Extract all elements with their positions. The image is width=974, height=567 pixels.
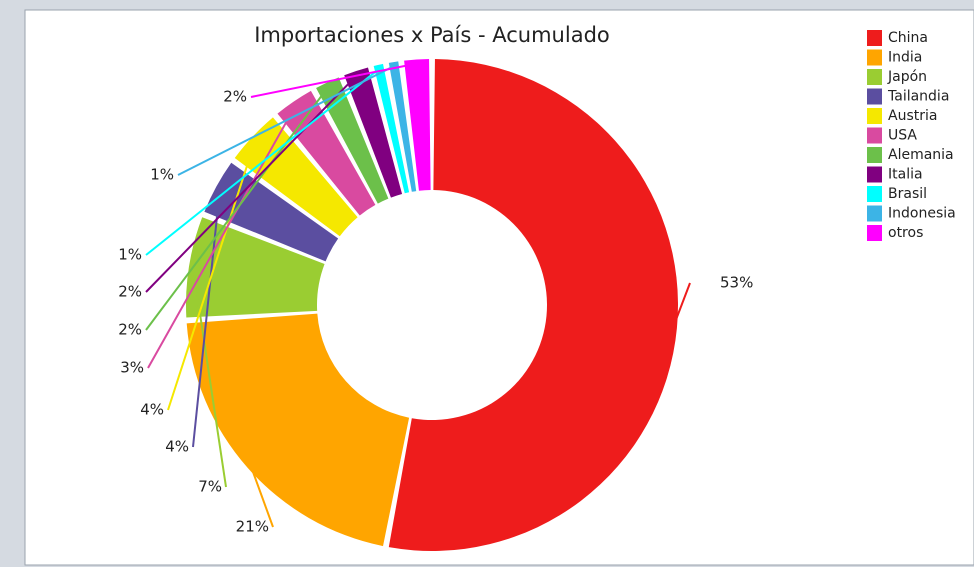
legend-swatch (867, 127, 882, 144)
leader-line (167, 139, 257, 411)
pie-slice (186, 313, 410, 547)
pie-slice (234, 117, 358, 237)
pie-slice (316, 77, 389, 204)
legend-swatch (867, 205, 882, 222)
pie-slice (388, 61, 417, 192)
leader-line (147, 104, 297, 369)
legend-swatch (867, 88, 882, 105)
leader-line (249, 464, 274, 528)
leader-line (250, 62, 418, 98)
legend-swatch (867, 186, 882, 202)
leader-line (671, 282, 691, 329)
legend-swatch (867, 225, 882, 241)
legend-swatch (867, 30, 882, 46)
value-label: 2% (118, 321, 142, 339)
legend-label: Japón (887, 69, 927, 85)
legend-label: Austria (888, 108, 937, 124)
leader-line (145, 68, 380, 256)
value-label: 2% (118, 283, 142, 301)
chart-title: Importaciones x País - Acumulado (254, 23, 610, 47)
value-label: 4% (165, 438, 189, 456)
pie-slice (404, 59, 431, 191)
pie-slice (186, 217, 325, 318)
legend-label: Brasil (888, 186, 927, 202)
leader-line (192, 188, 221, 448)
legend-label: Indonesia (888, 206, 956, 222)
value-label: 4% (140, 401, 164, 419)
leader-line (145, 74, 358, 293)
legend-label: India (888, 50, 922, 66)
pie-slice (204, 162, 339, 262)
leader-line (191, 266, 227, 488)
legend-swatch (867, 147, 882, 163)
legend-swatch (867, 166, 882, 183)
legend-label: Italia (888, 167, 923, 183)
legend-swatch (867, 108, 882, 124)
legend-label: Tailandia (887, 89, 949, 105)
value-label: 3% (120, 359, 144, 377)
legend-swatch (867, 49, 882, 66)
value-label: 2% (223, 88, 247, 106)
leader-line (145, 85, 330, 331)
value-label: 1% (118, 246, 142, 264)
legend-label: USA (888, 128, 917, 144)
value-label: 7% (198, 478, 222, 496)
pie-slice (344, 67, 403, 198)
value-label: 21% (236, 518, 269, 536)
legend-swatch (867, 69, 882, 85)
legend-label: China (888, 30, 928, 46)
value-label: 1% (150, 166, 174, 184)
legend-label: Alemania (888, 147, 954, 163)
leader-line (177, 65, 395, 176)
pie-slice (388, 59, 679, 552)
value-label: 53% (720, 274, 753, 292)
legend-label: otros (888, 225, 923, 241)
pie-slice (373, 63, 410, 194)
